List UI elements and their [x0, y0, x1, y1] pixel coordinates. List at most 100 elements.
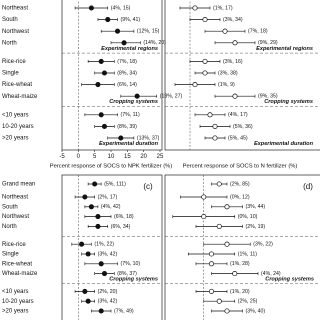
- value-label: (0%, 12): [230, 194, 250, 200]
- value-label: (9%, 35): [258, 94, 278, 100]
- group-title: Experimental duration: [254, 141, 314, 147]
- point: [202, 70, 208, 76]
- row-name: Northeast: [2, 6, 28, 12]
- point: [202, 58, 208, 64]
- point: [224, 308, 230, 314]
- row-name: Single: [2, 71, 19, 77]
- group-title: Experimental regions: [256, 46, 313, 52]
- panel-frame: [61, 0, 163, 151]
- point: [232, 93, 238, 99]
- row-name: >20 years: [2, 309, 29, 315]
- value-label: (3%, 34): [223, 17, 243, 23]
- value-label: (3%, 16): [223, 59, 243, 65]
- row-name: 10-20 years: [2, 124, 34, 130]
- value-label: (6%, 34): [111, 224, 131, 230]
- value-label: (0%, 10): [238, 214, 258, 220]
- point: [105, 17, 111, 23]
- point: [98, 308, 104, 314]
- value-label: (5%, 111): [104, 181, 126, 187]
- point: [192, 5, 198, 11]
- group-title: Cropping systems: [265, 277, 314, 283]
- value-label: (7%, 11): [121, 112, 140, 118]
- value-label: (9%, 41): [121, 17, 141, 23]
- value-label: (2%, 19): [246, 224, 266, 230]
- row-name: North: [2, 40, 17, 46]
- value-label: (7%, 10): [121, 261, 141, 267]
- value-label: (1%, 17): [213, 5, 233, 11]
- point: [208, 288, 215, 294]
- point: [192, 82, 198, 88]
- point: [222, 28, 228, 34]
- row-name: Northwest: [2, 29, 29, 35]
- row-name: Wheat-maize: [2, 94, 38, 100]
- value-label: (1%, 11): [238, 251, 257, 257]
- x-tick-label: 15: [124, 154, 131, 160]
- point: [216, 181, 222, 187]
- value-label: (6%, 14): [117, 82, 137, 88]
- point: [82, 288, 88, 294]
- x-tick-label: 25: [157, 154, 164, 160]
- group-title: Experimental regions: [101, 46, 158, 52]
- value-label: (2%, 20): [98, 289, 118, 295]
- point: [208, 251, 215, 257]
- point: [212, 135, 218, 141]
- group-title: Cropping systems: [109, 277, 158, 283]
- value-label: (3%, 42): [98, 251, 118, 257]
- point: [101, 123, 108, 129]
- value-label: (1%, 9): [218, 82, 235, 88]
- point: [232, 271, 238, 277]
- row-name: Rice-wheat: [2, 82, 32, 88]
- point: [121, 40, 127, 46]
- point: [201, 194, 207, 200]
- value-label: (8%, 39): [117, 124, 137, 130]
- point: [212, 123, 218, 129]
- point: [88, 204, 94, 210]
- value-label: (1%, 22): [94, 242, 114, 248]
- value-label: (5%, 45): [228, 135, 248, 141]
- value-label: (14%, 20): [143, 40, 166, 46]
- value-label: (8%, 34): [117, 70, 137, 76]
- row-name: <10 years: [2, 112, 29, 118]
- panel-frame: [164, 0, 320, 151]
- value-label: (4%, 42): [101, 204, 121, 210]
- group-title: Cropping systems: [264, 99, 313, 105]
- point: [201, 214, 207, 220]
- value-label: (3%, 38): [218, 70, 238, 76]
- panel-frame: [61, 174, 163, 325]
- point: [101, 70, 108, 76]
- point: [82, 194, 88, 200]
- point: [92, 181, 98, 187]
- row-name: South: [2, 204, 18, 210]
- value-label: (1%, 20): [230, 289, 250, 295]
- point: [98, 261, 104, 267]
- value-label: (3%, 22): [253, 242, 273, 248]
- value-label: (9%, 29): [258, 40, 278, 46]
- value-label: (6%, 18): [114, 214, 134, 220]
- row-name: >20 years: [2, 136, 29, 142]
- value-label: (2%, 25): [238, 299, 258, 305]
- x-tick-label: 10: [108, 154, 115, 160]
- value-label: (18%, 27): [160, 94, 183, 100]
- x-tick-label: 0: [77, 154, 81, 160]
- row-name: Rice-rice: [2, 242, 26, 248]
- point: [79, 241, 85, 247]
- value-label: (2%, 17): [98, 194, 118, 200]
- point: [207, 112, 213, 118]
- row-name: Wheat-maize: [2, 271, 38, 277]
- point: [216, 223, 222, 229]
- group-title: Cropping systems: [109, 99, 158, 105]
- point: [88, 5, 94, 11]
- point: [216, 298, 222, 304]
- value-label: (7%, 18): [117, 59, 137, 65]
- value-label: (3%, 42): [98, 299, 118, 305]
- point: [118, 135, 124, 141]
- point: [114, 28, 121, 34]
- value-label: (5%, 36): [233, 124, 253, 130]
- value-label: (7%, 18): [248, 29, 268, 35]
- row-name: Single: [2, 252, 19, 258]
- point: [202, 17, 208, 23]
- value-label: (2%, 85): [230, 181, 250, 187]
- group-title: Experimental duration: [99, 141, 159, 147]
- row-name: South: [2, 17, 18, 23]
